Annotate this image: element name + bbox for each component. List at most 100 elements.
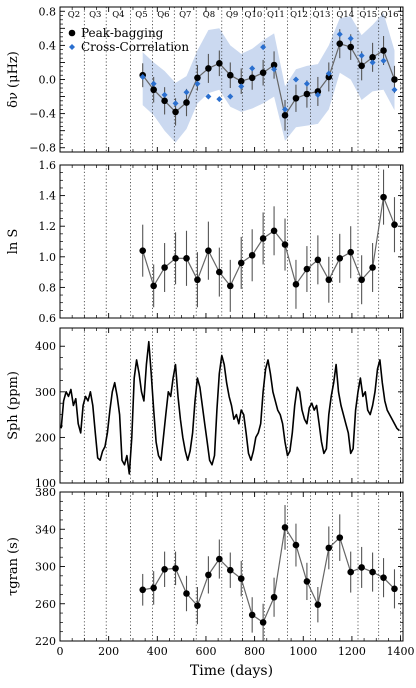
y-tick-label: 380 bbox=[35, 486, 56, 499]
y-tick-label: 0.6 bbox=[39, 312, 57, 325]
y-tick-label: 260 bbox=[35, 598, 56, 611]
quarter-label-Q6: Q6 bbox=[157, 10, 169, 20]
data-point bbox=[183, 99, 190, 106]
diamond-point bbox=[282, 106, 289, 113]
diamond-point bbox=[271, 66, 278, 73]
data-point bbox=[194, 74, 201, 82]
y-tick-label: 1.2 bbox=[39, 220, 57, 233]
diamond-point bbox=[292, 76, 299, 83]
series-1 bbox=[60, 340, 400, 475]
data-point bbox=[380, 193, 387, 201]
data-point bbox=[172, 255, 179, 262]
data-point bbox=[303, 578, 311, 585]
diamond-point bbox=[150, 80, 157, 87]
data-point bbox=[205, 65, 212, 72]
diamond-point bbox=[194, 80, 201, 87]
series-line bbox=[142, 196, 396, 287]
data-point bbox=[336, 534, 344, 541]
diamond-point bbox=[216, 96, 223, 103]
plot-area bbox=[83, 7, 401, 152]
panels: Q2 Q3 Q4 Q5 Q6 Q7 Q8 Q9 Q10 Q11 Q12 Q13 Q14 Q15 Q16 −0.… bbox=[6, 5, 404, 648]
legend-marker-diamond bbox=[69, 44, 75, 50]
diamond-point bbox=[369, 59, 376, 66]
diamond-point bbox=[358, 52, 365, 59]
data-point bbox=[161, 97, 168, 105]
quarter-label-Q13: Q13 bbox=[313, 10, 331, 20]
data-point bbox=[216, 59, 223, 67]
data-point bbox=[259, 619, 267, 626]
data-point bbox=[205, 571, 212, 579]
y-tick-label: −0.8 bbox=[29, 142, 56, 155]
quarter-label-Q11: Q11 bbox=[267, 10, 285, 20]
x-tick-label: 1400 bbox=[387, 645, 415, 658]
data-point bbox=[172, 565, 179, 572]
data-point bbox=[270, 593, 278, 601]
data-point bbox=[358, 564, 365, 571]
data-point bbox=[292, 94, 300, 102]
data-point bbox=[281, 524, 289, 531]
y-tick-label: 0.8 bbox=[39, 5, 57, 18]
y-axis-label: δν (μHz) bbox=[6, 51, 21, 108]
data-point bbox=[336, 255, 344, 262]
data-point bbox=[369, 54, 376, 61]
data-point bbox=[216, 268, 223, 276]
panel-2: 0.6 0.8 1.0 1.2 1.4 1.6 ln S bbox=[6, 159, 404, 325]
y-axis-label: Sph (ppm) bbox=[6, 371, 21, 440]
plot-area bbox=[83, 492, 401, 641]
panel-4: 220 260 300 340 380 τgran (s) bbox=[6, 486, 404, 648]
y-axis-label: ln S bbox=[6, 229, 21, 255]
quarter-label-Q12: Q12 bbox=[290, 10, 308, 20]
legend-label: Peak-bagging bbox=[81, 26, 164, 40]
plot-frame bbox=[59, 164, 404, 319]
data-point bbox=[150, 86, 157, 94]
quarter-label-Q7: Q7 bbox=[179, 10, 191, 20]
x-tick-label: 1200 bbox=[338, 645, 366, 658]
shared-x-axis: 0 200 400 600 800 1000 1200 1400 Time (days) bbox=[57, 645, 415, 679]
data-point bbox=[183, 590, 190, 597]
panel-1: Q2 Q3 Q4 Q5 Q6 Q7 Q8 Q9 Q10 Q11 Q12 Q13 Q14 Q15 Q16 −0.… bbox=[6, 5, 404, 155]
diamond-point bbox=[336, 31, 343, 38]
quarter-label-Q8: Q8 bbox=[203, 10, 215, 20]
diamond-point bbox=[205, 93, 212, 100]
diamond-point bbox=[172, 100, 179, 107]
data-point bbox=[314, 601, 322, 608]
data-point bbox=[226, 282, 234, 290]
quarter-label-Q4: Q4 bbox=[112, 10, 124, 20]
data-point bbox=[226, 71, 234, 79]
diamond-point bbox=[347, 35, 354, 42]
data-point bbox=[314, 256, 322, 264]
x-tick-label: 0 bbox=[57, 645, 64, 658]
data-point bbox=[358, 62, 365, 70]
plot-area bbox=[60, 328, 401, 483]
data-point bbox=[292, 541, 300, 549]
data-point bbox=[391, 585, 398, 593]
y-tick-label: −0.4 bbox=[29, 108, 56, 121]
data-point bbox=[150, 584, 157, 592]
data-point bbox=[391, 221, 398, 228]
data-point bbox=[237, 575, 245, 582]
data-point bbox=[259, 69, 267, 76]
y-tick-label: 1.0 bbox=[39, 251, 57, 264]
quarter-label-Q5: Q5 bbox=[135, 10, 147, 20]
x-axis-label: Time (days) bbox=[190, 663, 273, 679]
y-tick-label: 100 bbox=[35, 477, 56, 490]
data-point bbox=[380, 574, 387, 581]
x-tick-label: 1000 bbox=[289, 645, 317, 658]
data-point bbox=[194, 602, 201, 609]
y-tick-label: 1.6 bbox=[39, 159, 57, 172]
data-point bbox=[237, 77, 245, 85]
y-axis-label: τgran (s) bbox=[6, 537, 21, 596]
data-point bbox=[391, 76, 398, 83]
plot-area bbox=[83, 165, 401, 318]
data-point bbox=[205, 247, 212, 254]
quarter-label-Q3: Q3 bbox=[89, 10, 101, 20]
diamond-point bbox=[249, 65, 256, 72]
data-point bbox=[270, 227, 278, 235]
data-point bbox=[172, 108, 179, 116]
y-tick-label: 400 bbox=[35, 340, 56, 353]
diamond-point bbox=[391, 86, 398, 93]
x-tick-label: 800 bbox=[244, 645, 265, 658]
y-tick-label: 0.8 bbox=[39, 281, 57, 294]
